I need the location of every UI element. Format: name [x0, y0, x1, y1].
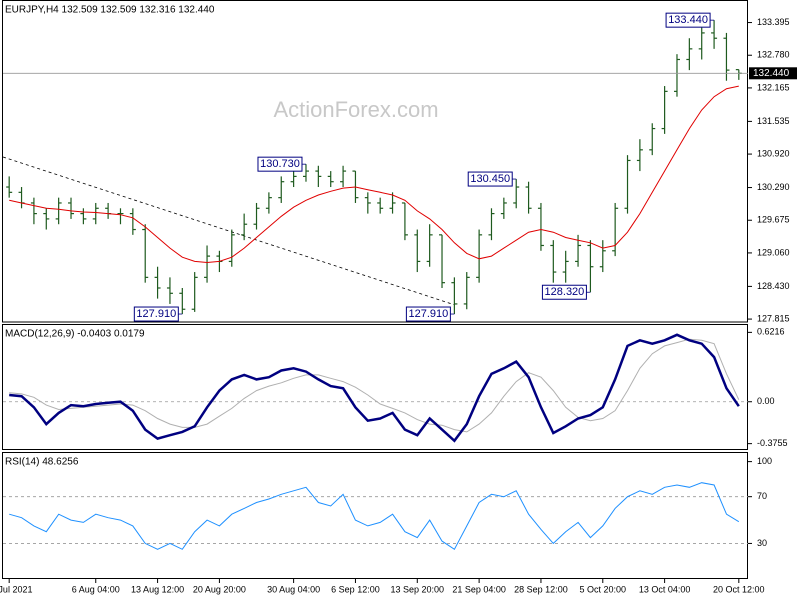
annotation-label: 127.910 — [136, 308, 176, 320]
y-tick-label: 30 — [757, 538, 767, 548]
y-tick-label: 0.00 — [757, 396, 775, 406]
watermark: ActionForex.com — [273, 97, 438, 122]
annotation-box — [405, 306, 451, 322]
x-tick-label: 30 Aug 04:00 — [267, 584, 320, 594]
last-price-label: 132.440 — [753, 68, 790, 79]
y-tick-label: 133.395 — [757, 17, 790, 27]
rsi-panel — [2, 452, 748, 579]
x-tick-label: 5 Oct 20:00 — [580, 584, 627, 594]
y-tick-label: 100 — [757, 456, 772, 466]
y-tick-label: 70 — [757, 491, 767, 501]
annotation-label: 127.910 — [409, 308, 449, 320]
x-tick-label: 20 Aug 20:00 — [193, 584, 246, 594]
annotation-box — [467, 171, 513, 187]
x-tick-label: 6 Aug 04:00 — [72, 584, 120, 594]
x-tick-label: 20 Oct 12:00 — [713, 584, 765, 594]
annotation-box — [133, 306, 179, 322]
x-tick-label: 28 Sep 12:00 — [514, 584, 568, 594]
y-tick-label: 132.780 — [757, 50, 790, 60]
x-tick-label: 21 Sep 04:00 — [452, 584, 506, 594]
annotation-box — [541, 284, 587, 300]
annotation-label: 130.730 — [260, 158, 300, 170]
x-tick-label: 13 Oct 04:00 — [639, 584, 691, 594]
y-tick-label: 129.060 — [757, 247, 790, 257]
x-tick-label: 6 Sep 12:00 — [331, 584, 380, 594]
y-tick-label: 128.430 — [757, 281, 790, 291]
indicator-line — [9, 338, 740, 433]
indicator-line — [9, 333, 740, 443]
trend-line — [2, 156, 456, 306]
annotation-label: 128.320 — [545, 286, 585, 298]
last-price-box — [749, 67, 797, 80]
y-tick-label: 129.675 — [757, 215, 790, 225]
macd-header: MACD(12,26,9) -0.0403 0.0179 — [5, 329, 145, 340]
y-tick-label: -0.3755 — [757, 438, 788, 448]
x-tick-label: 13 Aug 12:00 — [131, 584, 184, 594]
y-tick-label: 132.165 — [757, 82, 790, 92]
price-panel — [2, 0, 748, 323]
price-header: EURJPY,H4 132.509 132.509 132.316 132.44… — [5, 5, 215, 16]
annotation-box — [665, 12, 711, 28]
y-tick-label: 130.290 — [757, 182, 790, 192]
x-tick-label: 29 Jul 2021 — [0, 584, 32, 594]
annotation-label: 133.440 — [668, 14, 708, 26]
annotation-box — [257, 156, 303, 172]
macd-panel — [2, 324, 748, 450]
x-tick-label: 13 Sep 20:00 — [391, 584, 445, 594]
rsi-header: RSI(14) 48.6256 — [5, 457, 79, 468]
indicator-line — [9, 482, 740, 551]
y-tick-label: 0.6216 — [757, 327, 785, 337]
y-tick-label: 130.920 — [757, 148, 790, 158]
moving-average — [9, 85, 739, 264]
y-tick-label: 127.815 — [757, 313, 790, 323]
annotation-label: 130.450 — [470, 173, 510, 185]
y-tick-label: 131.535 — [757, 116, 790, 126]
